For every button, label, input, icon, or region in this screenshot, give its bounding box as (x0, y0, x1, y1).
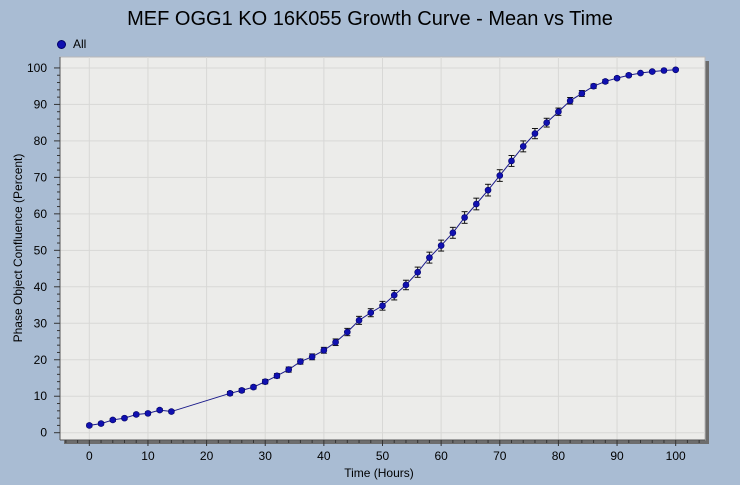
legend-marker-icon (57, 39, 66, 49)
data-point (285, 366, 292, 373)
x-tick-label: 60 (434, 449, 448, 463)
data-point (449, 229, 457, 237)
x-tick-label: 70 (493, 449, 507, 463)
data-point (625, 71, 633, 79)
y-tick-label: 10 (34, 389, 48, 403)
x-tick-label: 100 (666, 449, 686, 463)
data-point (437, 242, 445, 249)
data-point (168, 408, 175, 415)
data-point (144, 410, 152, 417)
data-point (402, 281, 410, 289)
data-point (637, 69, 644, 77)
data-point (590, 82, 597, 90)
data-point (414, 268, 421, 276)
x-tick-label: 90 (610, 449, 624, 463)
y-tick-label: 70 (34, 170, 48, 184)
x-tick-label: 10 (141, 449, 155, 463)
y-tick-label: 20 (34, 353, 48, 367)
y-tick-label: 40 (34, 280, 48, 294)
data-point (121, 414, 128, 422)
data-point (531, 130, 539, 137)
axes: 0 10 20 30 40 50 60 70 80 90 100 0 10 20 30 40 50 60 70 80 9… (27, 57, 705, 463)
data-point (390, 291, 398, 299)
y-tick-label: 30 (34, 316, 48, 330)
data-point (320, 346, 328, 354)
data-point (566, 97, 574, 105)
data-point (109, 416, 117, 424)
data-point (250, 383, 257, 391)
x-tick-label: 20 (200, 449, 214, 463)
data-point (508, 157, 515, 165)
legend-label: All (73, 37, 87, 51)
data-point (86, 422, 93, 429)
data-point (379, 302, 386, 310)
data-point (332, 338, 339, 346)
data-point (461, 214, 468, 221)
y-tick-label: 100 (27, 61, 47, 75)
x-axis-title: Time (Hours) (344, 466, 414, 480)
data-point (367, 309, 375, 316)
data-point (273, 372, 281, 380)
data-point (543, 119, 550, 126)
y-axis-title: Phase Object Confluence (Percent) (11, 154, 25, 343)
data-point (308, 353, 316, 361)
x-tick-label: 50 (376, 449, 390, 463)
data-point (238, 387, 246, 394)
data-point (648, 68, 656, 75)
x-tick-label: 40 (317, 449, 331, 463)
data-point (132, 411, 140, 418)
data-point (473, 200, 480, 208)
data-point (484, 186, 492, 194)
data-point (261, 378, 269, 385)
x-tick-label: 0 (86, 449, 93, 463)
y-tick-label: 60 (34, 207, 48, 221)
data-point (496, 172, 504, 179)
data-point (602, 78, 609, 85)
data-point (156, 406, 163, 414)
data-point (555, 108, 562, 116)
grid (60, 57, 705, 440)
data-point (613, 74, 621, 82)
data-point (97, 420, 105, 427)
y-tick-label: 50 (34, 243, 48, 257)
data-point (519, 143, 527, 150)
y-tick-label: 90 (34, 97, 48, 111)
data-point (578, 90, 586, 97)
data-point (660, 67, 668, 74)
x-tick-label: 30 (259, 449, 273, 463)
y-tick-label: 80 (34, 134, 48, 148)
data-point (426, 254, 433, 261)
chart-title: MEF OGG1 KO 16K055 Growth Curve - Mean v… (127, 8, 613, 30)
data-point (672, 66, 679, 74)
series-group (86, 66, 679, 429)
x-tick-label: 80 (552, 449, 566, 463)
data-point (355, 317, 363, 324)
data-point (344, 328, 351, 336)
legend: All (57, 37, 86, 51)
y-tick-label: 0 (40, 426, 47, 440)
data-point (226, 390, 234, 397)
data-point (297, 358, 304, 365)
